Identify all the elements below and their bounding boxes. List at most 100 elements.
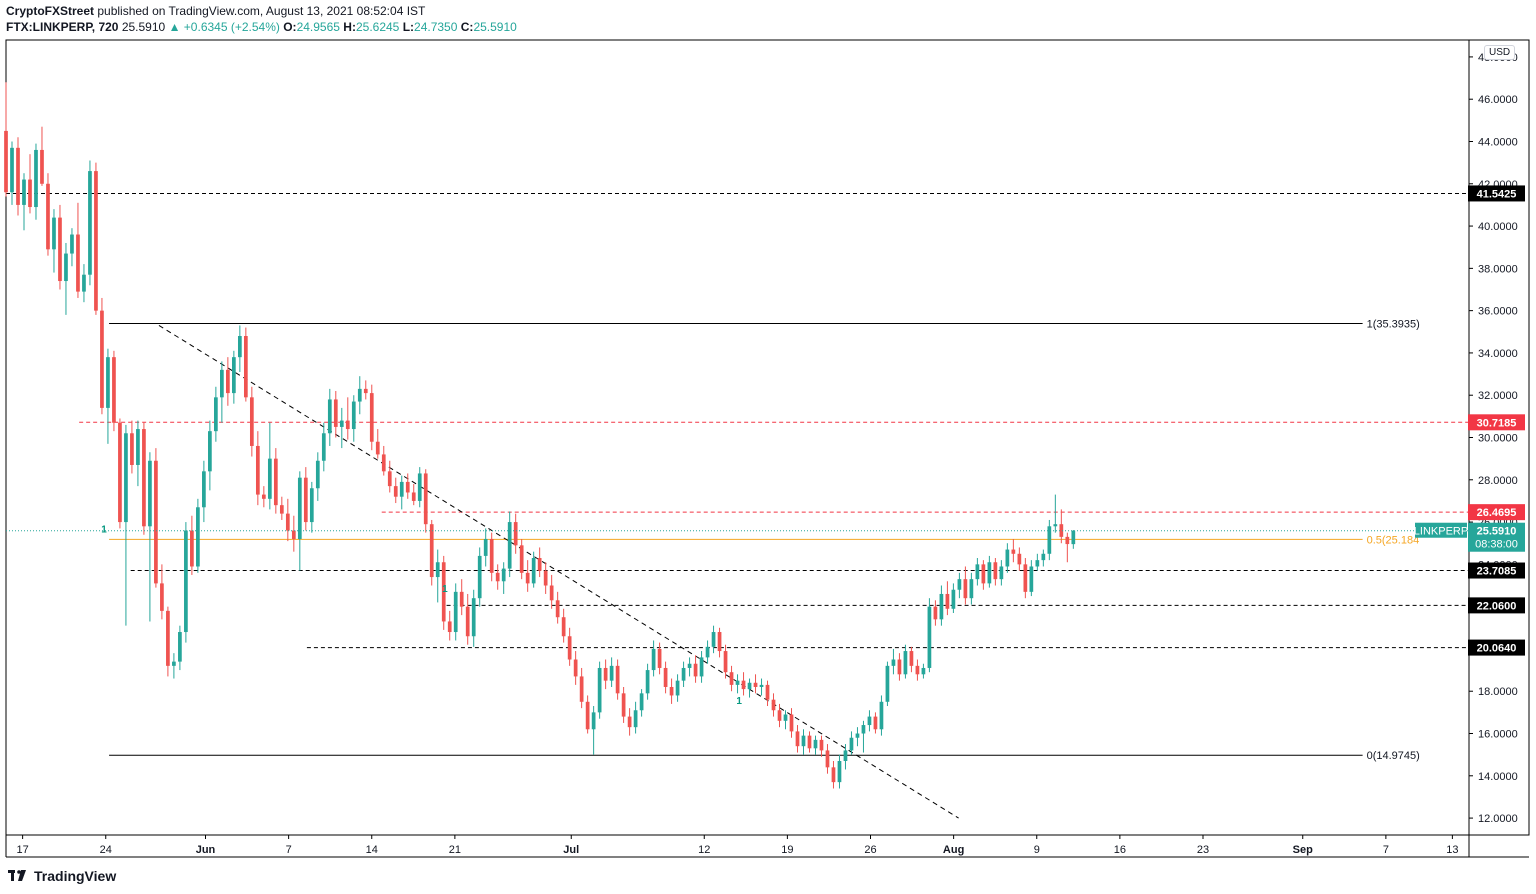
candle-body [867, 716, 872, 726]
level-tag-bg [1468, 562, 1525, 579]
candle-body [82, 274, 86, 292]
candle-body [735, 680, 740, 685]
candle-body [327, 399, 332, 434]
candle-body [1023, 564, 1028, 592]
y-tick-label: 36.0000 [1478, 306, 1518, 318]
candle-body [567, 636, 572, 660]
candle-body [939, 593, 944, 620]
candle-body [399, 481, 404, 497]
candle-body [909, 651, 914, 666]
candle-body [747, 682, 752, 690]
candle-body [172, 661, 176, 666]
candle-body [651, 648, 656, 671]
candle-body [184, 530, 188, 633]
candle-body [777, 710, 782, 721]
level-tag-bg [1468, 639, 1525, 656]
candle-body [309, 488, 314, 523]
candle-body [789, 714, 794, 732]
change-up-icon: ▲ [168, 20, 181, 34]
y-tick-label: 34.0000 [1478, 348, 1518, 360]
candle-body [927, 606, 932, 668]
candle-body [88, 171, 92, 275]
candle-body [231, 357, 236, 394]
tradingview-logo-icon [8, 870, 26, 881]
x-tick-label: 23 [1197, 844, 1209, 856]
open-label: O: [283, 20, 297, 34]
candle-body [717, 632, 722, 652]
candle-body [208, 431, 212, 472]
candle-body [279, 505, 284, 514]
candle-body [951, 589, 956, 609]
candle-body [981, 564, 986, 584]
y-tick-label: 16.0000 [1478, 729, 1518, 741]
candle-body [1047, 526, 1052, 554]
fib-level-label: 0.5(25.184 [1367, 534, 1420, 546]
candle-body [154, 460, 158, 584]
candle-body [687, 663, 692, 668]
candle-body [190, 530, 194, 567]
x-tick-label: 7 [286, 844, 292, 856]
candle-body [705, 646, 710, 658]
candle-body [46, 183, 50, 250]
candle-body [142, 429, 146, 527]
tradingview-logo[interactable]: TradingView [8, 868, 116, 884]
candle-body [237, 336, 242, 358]
candle-body [351, 401, 356, 430]
candle-body [531, 558, 536, 584]
open-value: 24.9565 [296, 20, 340, 34]
candle-body [339, 420, 344, 427]
candle-body [849, 737, 854, 751]
candle-body [1017, 553, 1022, 565]
brand-label: TradingView [34, 868, 117, 884]
candle-body [357, 388, 362, 402]
candle-body [375, 441, 380, 455]
candle-body [543, 570, 548, 586]
candle-body [34, 149, 38, 208]
candle-body [759, 684, 764, 687]
candle-body [699, 657, 704, 677]
symbol-tag-bg [1415, 522, 1467, 538]
currency-button[interactable]: USD [1484, 45, 1516, 60]
candle-body [519, 545, 524, 573]
candle-body [807, 735, 812, 749]
symbol-label[interactable]: FTX:LINKPERP, 720 [6, 20, 119, 34]
candle-body [178, 632, 182, 662]
candle-body [765, 684, 770, 700]
x-tick-label: Jun [196, 844, 216, 856]
candle-body [100, 310, 104, 408]
candle-body [891, 659, 896, 666]
sequence-marker: 1 [442, 584, 448, 595]
price-change: +0.6345 (+2.54%) [183, 20, 280, 34]
y-tick-label: 14.0000 [1478, 771, 1518, 783]
candle-body [969, 579, 974, 599]
candle-body [585, 701, 590, 730]
candle-body [573, 659, 578, 677]
candle-body [441, 562, 446, 622]
candle-body [196, 507, 200, 567]
candle-body [315, 460, 320, 489]
candle-body [423, 473, 428, 525]
candle-body [297, 477, 302, 539]
candle-body [855, 733, 860, 738]
candle-body [843, 750, 848, 761]
level-tag-label: 26.4695 [1477, 507, 1517, 519]
fib-level-label: 1(35.3935) [1367, 318, 1420, 330]
candle-body [837, 760, 842, 783]
candle-body [945, 593, 950, 609]
candle-body [831, 767, 836, 783]
candle-body [1041, 553, 1046, 561]
candle-body [903, 651, 908, 675]
candle-body [489, 538, 494, 573]
close-value: 25.5910 [473, 20, 517, 34]
publish-info: published on TradingView.com, August 13,… [97, 4, 426, 18]
candle-body [681, 667, 686, 681]
author-name[interactable]: CryptoFXStreet [6, 4, 95, 18]
candle-body [603, 667, 608, 681]
x-tick-label: 9 [1034, 844, 1040, 856]
sequence-marker: 1 [736, 696, 742, 707]
candle-body [459, 591, 464, 607]
candle-body [921, 667, 926, 675]
x-tick-label: 12 [698, 844, 710, 856]
candle-body [897, 659, 902, 675]
